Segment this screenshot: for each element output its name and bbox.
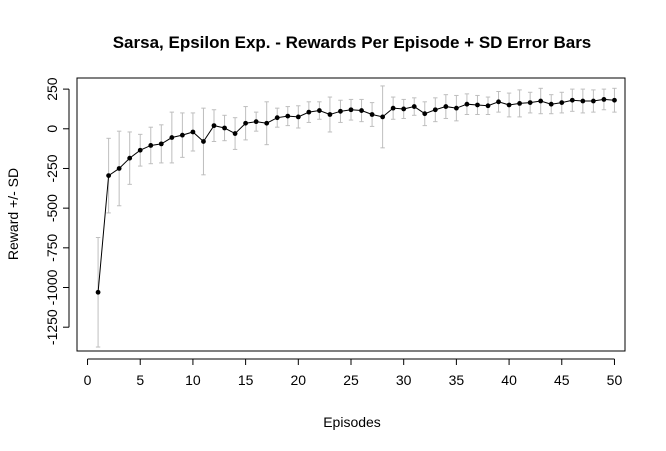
data-point — [253, 119, 259, 125]
data-point — [285, 113, 291, 119]
x-axis-label: Episodes — [323, 414, 381, 430]
data-point — [137, 147, 143, 153]
y-axis-label: Reward +/- SD — [5, 168, 21, 260]
data-point — [527, 100, 533, 106]
data-points — [95, 97, 617, 295]
data-point — [158, 141, 164, 147]
data-point — [95, 289, 101, 295]
x-tick-label: 30 — [396, 372, 412, 388]
x-tick-label: 20 — [291, 372, 307, 388]
data-point — [306, 109, 312, 115]
data-point — [169, 135, 175, 140]
y-tick-label: -1250 — [44, 309, 60, 345]
data-point — [232, 131, 238, 136]
data-point — [590, 98, 596, 104]
data-point — [612, 97, 617, 103]
data-point — [475, 102, 480, 108]
data-point — [496, 99, 501, 105]
data-point — [422, 111, 428, 117]
x-tick-label: 15 — [238, 372, 254, 388]
data-point — [485, 103, 491, 109]
data-point — [316, 108, 322, 113]
data-point — [211, 123, 217, 129]
data-point — [580, 98, 586, 104]
plot-frame — [76, 77, 626, 352]
y-tick-label: 250 — [44, 77, 60, 101]
error-bars — [95, 85, 617, 348]
data-point — [538, 98, 544, 104]
data-point — [338, 108, 343, 114]
x-tick-label: 35 — [449, 372, 465, 388]
data-point — [569, 97, 575, 103]
y-tick-label: 0 — [44, 125, 60, 133]
x-tick-label: 50 — [607, 372, 623, 388]
y-axis: 250 0 -250 -500 -750 -1000 -1250 — [44, 77, 70, 345]
data-point — [559, 100, 565, 106]
data-point — [517, 100, 523, 106]
data-point — [201, 139, 206, 144]
x-axis: 0 5 10 15 20 25 30 35 40 45 50 — [84, 358, 623, 388]
data-point — [348, 107, 354, 113]
data-point — [264, 120, 270, 126]
chart-title: Sarsa, Epsilon Exp. - Rewards Per Episod… — [113, 33, 592, 52]
data-point — [243, 120, 249, 126]
data-point — [443, 104, 449, 109]
data-point — [390, 105, 396, 111]
data-point — [432, 107, 438, 113]
y-tick-label: -750 — [44, 234, 60, 262]
data-point — [222, 125, 227, 131]
x-tick-label: 10 — [185, 372, 201, 388]
data-point — [453, 105, 459, 111]
data-point — [411, 104, 417, 109]
data-point — [179, 132, 185, 138]
data-point — [106, 173, 112, 179]
data-point — [601, 97, 607, 102]
data-point — [127, 155, 133, 161]
data-point — [327, 112, 333, 117]
y-tick-label: -1000 — [44, 269, 60, 305]
data-point — [401, 106, 407, 112]
data-point — [548, 101, 554, 107]
data-point — [369, 112, 375, 117]
series-line — [97, 98, 615, 293]
data-point — [190, 129, 196, 135]
data-point — [506, 102, 512, 108]
x-tick-label: 0 — [84, 372, 92, 388]
data-point — [464, 101, 470, 107]
data-point — [380, 114, 386, 120]
data-point — [148, 143, 154, 148]
data-point — [359, 108, 364, 113]
y-tick-label: -500 — [44, 194, 60, 222]
x-tick-label: 5 — [136, 372, 144, 388]
x-tick-label: 45 — [554, 372, 570, 388]
data-point — [295, 114, 301, 120]
data-point — [274, 115, 280, 121]
x-tick-label: 40 — [501, 372, 517, 388]
x-tick-label: 25 — [343, 372, 359, 388]
y-tick-label: -250 — [44, 154, 60, 182]
data-point — [116, 166, 122, 171]
